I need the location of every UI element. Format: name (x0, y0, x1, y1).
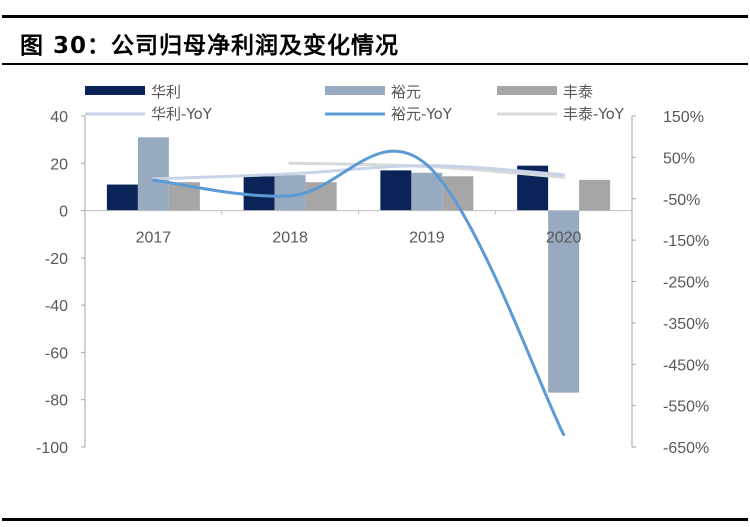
line-裕元-YoY (151, 149, 566, 437)
legend-swatch (497, 86, 557, 95)
right-axis-label: -50% (663, 192, 700, 209)
legend-label: 丰泰 (563, 83, 593, 101)
right-axis-label: 50% (663, 150, 695, 167)
left-axis-label: -100 (36, 440, 68, 457)
top-rule (2, 15, 748, 18)
line-华利-YoY (151, 164, 566, 181)
right-axis-label: -150% (663, 233, 709, 250)
right-axis-label: -450% (663, 357, 709, 374)
legend-label: 裕元-YoY (391, 105, 453, 123)
left-axis-label: -20 (45, 251, 68, 268)
left-axis-label: 20 (50, 156, 68, 173)
legend-label: 华利-YoY (151, 105, 213, 123)
bottom-rule (2, 518, 748, 521)
category-label: 2019 (409, 230, 445, 247)
category-label: 2020 (546, 230, 582, 247)
bar-华利-2019 (380, 170, 412, 211)
legend-swatch (85, 86, 145, 95)
right-axis-label: -250% (663, 275, 709, 292)
title-rule (2, 63, 748, 65)
legend-swatch (325, 86, 385, 95)
bar-裕元-2017 (137, 137, 169, 211)
right-axis-label: -650% (663, 440, 709, 457)
legend-label: 华利 (151, 83, 181, 101)
legend-label: 丰泰-YoY (563, 105, 625, 123)
left-axis-label: -80 (45, 393, 68, 410)
left-axis-label: -60 (45, 345, 68, 362)
category-label: 2018 (272, 230, 308, 247)
left-axis-label: 0 (59, 204, 68, 221)
category-label: 2017 (136, 230, 172, 247)
legend-label: 裕元 (391, 83, 421, 101)
left-axis-label: 40 (50, 109, 68, 126)
bar-丰泰-2020 (579, 179, 611, 211)
bar-裕元-2019 (411, 172, 443, 211)
left-axis-label: -40 (45, 298, 68, 315)
right-axis-label: -550% (663, 399, 709, 416)
right-axis-label: -350% (663, 316, 709, 333)
bar-裕元-2020 (548, 210, 580, 393)
right-axis-label: 150% (663, 109, 704, 126)
figure-title: 图 30：公司归母净利润及变化情况 (20, 33, 400, 59)
bar-华利-2017 (106, 184, 138, 211)
